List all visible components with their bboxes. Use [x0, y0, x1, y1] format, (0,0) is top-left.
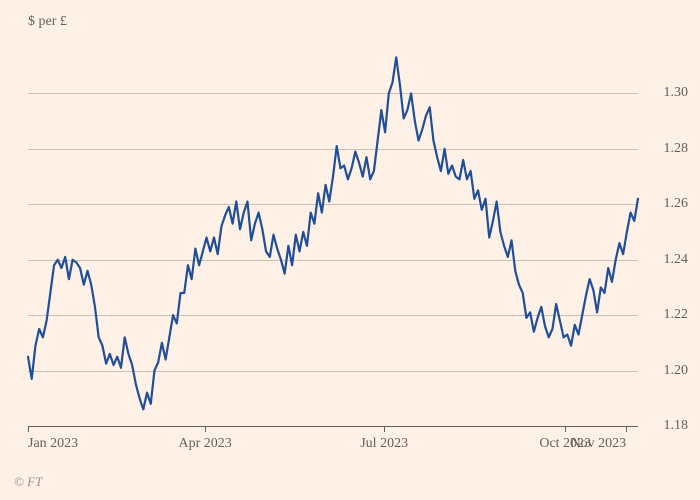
series-path — [28, 57, 638, 409]
chart-container: $ per £ 1.181.201.221.241.261.281.30 Jan… — [0, 0, 700, 500]
source-text: © FT — [14, 474, 42, 490]
line-series — [0, 0, 700, 500]
